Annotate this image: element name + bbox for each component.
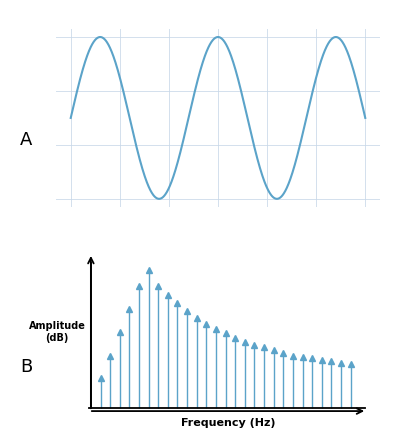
Text: Amplitude
(dB): Amplitude (dB)	[29, 321, 86, 343]
X-axis label: Frequency (Hz): Frequency (Hz)	[181, 418, 275, 428]
Text: B: B	[20, 358, 32, 376]
Text: A: A	[20, 131, 32, 149]
